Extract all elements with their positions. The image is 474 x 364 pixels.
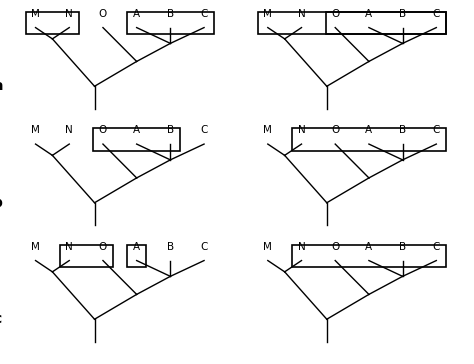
Text: M: M (264, 9, 272, 19)
Text: A: A (365, 9, 373, 19)
Text: A: A (133, 9, 140, 19)
Text: C: C (433, 9, 440, 19)
Text: M: M (31, 242, 40, 252)
Text: N: N (298, 242, 305, 252)
Text: C: C (201, 9, 208, 19)
Text: B: B (167, 9, 174, 19)
Text: B: B (399, 125, 406, 135)
Text: C: C (433, 242, 440, 252)
Text: N: N (65, 9, 73, 19)
Text: N: N (298, 125, 305, 135)
Text: C: C (201, 242, 208, 252)
Bar (292, 128, 446, 151)
Text: M: M (264, 125, 272, 135)
Bar (26, 12, 79, 34)
Text: A: A (365, 242, 373, 252)
Text: B: B (167, 242, 174, 252)
Text: A: A (133, 242, 140, 252)
Text: B: B (399, 242, 406, 252)
Text: N: N (65, 125, 73, 135)
Bar (326, 12, 446, 34)
Text: B: B (167, 125, 174, 135)
Text: C: C (201, 125, 208, 135)
Text: O: O (331, 242, 339, 252)
Bar (258, 12, 446, 34)
Text: c: c (0, 312, 1, 326)
Bar (292, 245, 446, 267)
Text: A: A (365, 125, 373, 135)
Bar (60, 245, 112, 267)
Text: b: b (0, 196, 3, 210)
Text: O: O (99, 125, 107, 135)
Bar (127, 245, 146, 267)
Text: N: N (298, 9, 305, 19)
Text: C: C (433, 125, 440, 135)
Text: A: A (133, 125, 140, 135)
Text: O: O (331, 125, 339, 135)
Text: N: N (65, 242, 73, 252)
Text: O: O (99, 9, 107, 19)
Text: O: O (331, 9, 339, 19)
Text: O: O (99, 242, 107, 252)
Text: a: a (0, 79, 2, 93)
Text: M: M (31, 125, 40, 135)
Bar (93, 128, 180, 151)
Text: M: M (264, 242, 272, 252)
Text: M: M (31, 9, 40, 19)
Text: B: B (399, 9, 406, 19)
Bar (127, 12, 214, 34)
